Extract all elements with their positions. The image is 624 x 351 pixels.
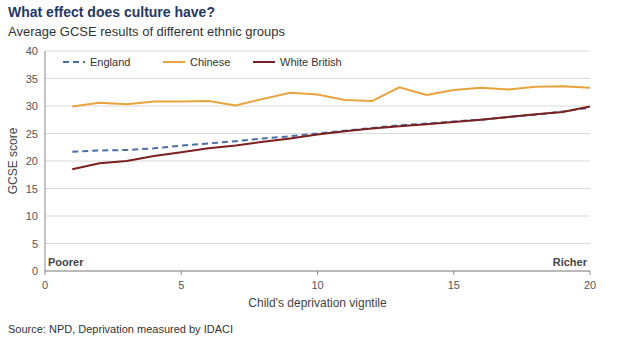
subtitle: Average GCSE results of different ethnic… (8, 24, 286, 39)
grid-line (45, 216, 590, 217)
x-tick (590, 271, 591, 275)
x-tick-label: 20 (584, 279, 596, 291)
legend-swatch (63, 61, 85, 63)
y-tick-label: 15 (26, 183, 38, 195)
x-tick (453, 271, 454, 275)
x-tick (317, 271, 318, 275)
x-tick-label: 0 (42, 279, 48, 291)
grid-line (45, 188, 590, 189)
y-tick-label: 10 (26, 210, 38, 222)
legend-label: Chinese (190, 56, 230, 68)
series-line (72, 108, 590, 152)
grid-line (45, 51, 590, 52)
chart: What effect does culture have? Average GC… (0, 0, 624, 351)
x-tick-label: 5 (178, 279, 184, 291)
source: Source: NPD, Deprivation measured by IDA… (8, 323, 233, 335)
y-axis (45, 51, 46, 271)
grid-line (45, 106, 590, 107)
y-tick-label: 0 (32, 265, 38, 277)
x-axis-label: Child's deprivation vigntile (248, 296, 387, 310)
legend-label: England (90, 56, 130, 68)
grid-line (45, 243, 590, 244)
y-tick-label: 35 (26, 73, 38, 85)
legend-swatch (253, 61, 275, 63)
legend-label: White British (280, 56, 342, 68)
y-tick-label: 40 (26, 45, 38, 57)
legend-swatch (163, 61, 185, 63)
series-line (72, 107, 590, 170)
title: What effect does culture have? (8, 4, 215, 20)
lines (72, 86, 590, 169)
y-tick-label: 30 (26, 100, 38, 112)
y-tick-label: 25 (26, 128, 38, 140)
y-tick-label: 5 (32, 238, 38, 250)
x-axis (45, 271, 590, 272)
x-tick-label: 15 (448, 279, 460, 291)
x-tick (45, 271, 46, 275)
x-tick (181, 271, 182, 275)
annotation: Poorer (48, 256, 84, 268)
x-tick-label: 10 (311, 279, 323, 291)
annotation: Richer (553, 256, 588, 268)
grid-line (45, 78, 590, 79)
y-tick-label: 20 (26, 155, 38, 167)
grid-line (45, 271, 590, 272)
y-axis-label: GCSE score (6, 127, 20, 194)
series-line (72, 86, 590, 106)
